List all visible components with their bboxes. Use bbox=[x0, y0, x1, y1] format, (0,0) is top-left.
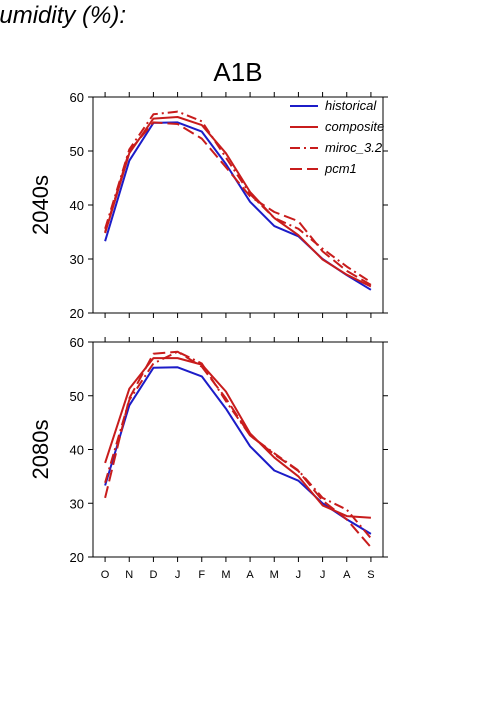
y-tick-label: 30 bbox=[70, 252, 84, 267]
chart-legend: historical composite miroc_3.2 pcm1 bbox=[290, 98, 384, 176]
panel-frame bbox=[92, 341, 384, 558]
x-tick-label: S bbox=[367, 569, 374, 581]
series-line-pcm1 bbox=[104, 350, 372, 548]
chart-title: A1B bbox=[213, 57, 262, 87]
y-tick-label: 20 bbox=[70, 550, 84, 565]
x-tick-label: J bbox=[296, 569, 302, 581]
panel-2080s: 20 30 40 50 60 2080s bbox=[28, 335, 388, 565]
series-line-historical bbox=[104, 366, 372, 535]
series-line-composite bbox=[104, 116, 372, 288]
y-tick-label: 40 bbox=[70, 198, 84, 213]
y-tick-label: 60 bbox=[70, 335, 84, 350]
legend-label: pcm1 bbox=[324, 161, 357, 176]
page-header-variable: humidity (%): bbox=[0, 2, 127, 29]
legend-label: historical bbox=[325, 98, 377, 113]
x-tick-label: O bbox=[101, 569, 110, 581]
chart-panels: 20 30 40 50 60 2040s 20 30 40 50 60 2080s O N D J F M A M J J… bbox=[28, 90, 388, 581]
x-tick-label: N bbox=[125, 569, 133, 581]
legend-label: miroc_3.2 bbox=[325, 140, 383, 155]
y-tick-label: 30 bbox=[70, 496, 84, 511]
y-tick-label: 50 bbox=[70, 144, 84, 159]
x-tick-label: M bbox=[270, 569, 279, 581]
x-tick-label: M bbox=[221, 569, 230, 581]
x-tick-label: A bbox=[246, 569, 254, 581]
y-tick-label: 40 bbox=[70, 443, 84, 458]
y-tick-label: 50 bbox=[70, 389, 84, 404]
x-tick-label: F bbox=[198, 569, 205, 581]
y-tick-label: 60 bbox=[70, 90, 84, 105]
panel-2040s: 20 30 40 50 60 2040s bbox=[28, 90, 388, 321]
x-tick-label: A bbox=[343, 569, 351, 581]
series-line-miroc-3-2 bbox=[104, 110, 372, 284]
panel-label: 2080s bbox=[28, 420, 53, 480]
panel-label: 2040s bbox=[28, 175, 53, 235]
x-tick-label: J bbox=[175, 569, 181, 581]
x-tick-label: D bbox=[149, 569, 157, 581]
legend-label: composite bbox=[325, 119, 384, 134]
series-line-miroc-3-2 bbox=[104, 350, 372, 539]
series-line-pcm1 bbox=[104, 121, 372, 286]
x-tick-label: J bbox=[320, 569, 326, 581]
y-tick-label: 20 bbox=[70, 306, 84, 321]
